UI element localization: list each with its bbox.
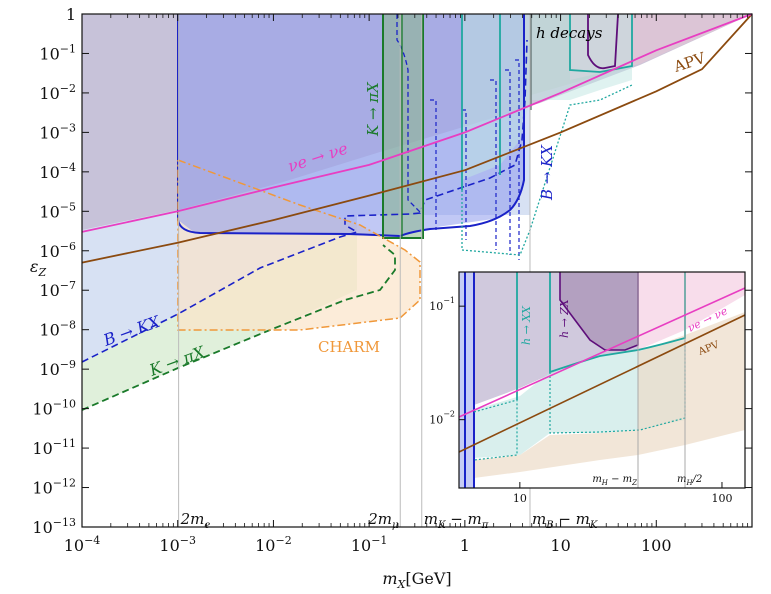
exclusion-regions — [81, 13, 752, 411]
y-tick-label: 10−9 — [39, 358, 76, 379]
y-tick-label: 10−12 — [32, 477, 76, 498]
y-tick-label: 10−10 — [32, 398, 76, 419]
region-h-xx-fill — [462, 14, 632, 180]
region-label: K → πX — [364, 81, 382, 137]
inset-y-tick-label: 10−2 — [429, 410, 455, 427]
y-axis-title: εZ — [30, 257, 47, 279]
b-kx-dashed-cluster — [430, 59, 520, 260]
x-axis-ticks: 10−4 10−3 10−2 10−1 1 10 100 — [64, 14, 749, 555]
x-tick-label: 10−2 — [255, 534, 292, 555]
region-b-kx-fill — [178, 14, 524, 236]
y-tick-label: 10−2 — [39, 82, 76, 103]
bound-line — [81, 13, 753, 233]
inset-left-fill — [459, 272, 474, 488]
inset-nue-line — [458, 287, 746, 418]
threshold-lines: 2me 2mμ mK − mπ mB − mK — [178, 14, 598, 531]
inset-h-xx-outline — [516, 272, 686, 400]
y-tick-label: 10−11 — [32, 437, 76, 458]
y-tick-label: 10−3 — [39, 121, 76, 142]
region-label: B → KX — [538, 144, 556, 201]
bound-lines — [81, 13, 753, 264]
h-xx-outline — [461, 14, 633, 190]
inset-pink-fill — [638, 272, 745, 350]
k-pix-dashed-outline — [81, 244, 396, 411]
h-zx-outline — [587, 13, 619, 70]
x-tick-label: 10 — [550, 536, 570, 555]
threshold-label: mK − mπ — [424, 510, 489, 531]
inset-threshold-label: mH/2 — [677, 474, 702, 487]
inset-apv-line — [458, 314, 746, 453]
y-tick-label: 10−6 — [39, 240, 76, 261]
x-tick-label: 10−3 — [159, 534, 196, 555]
threshold-label: mB − mK — [532, 510, 598, 531]
region-label: CHARM — [318, 338, 380, 356]
b-kx-solid-outline — [177, 14, 525, 238]
inset-h-zx-outline — [559, 272, 639, 351]
y-tick-label: 10−7 — [39, 279, 76, 300]
inset-ticks: 10 100 10−1 10−2 mH − mZ mH/2 — [429, 296, 732, 505]
y-tick-label: 10−5 — [39, 200, 76, 221]
threshold-label: 2mμ — [367, 510, 398, 531]
inset-blue-outline — [464, 272, 475, 488]
charm-outline — [177, 159, 421, 331]
x-axis-title: mX[GeV] — [382, 569, 451, 591]
y-tick-label: 10−13 — [32, 516, 76, 537]
inset-frame — [458, 271, 746, 489]
y-tick-label: 10−4 — [39, 161, 76, 182]
inset-tan-fill — [474, 312, 745, 478]
x-tick-label: 100 — [641, 536, 672, 555]
inset-threshold-label: mH − mZ — [592, 474, 637, 487]
inset-region-label: h → ZX — [558, 298, 571, 338]
inset-x-tick-label: 10 — [513, 492, 527, 505]
x-tick-label: 1 — [460, 536, 470, 555]
k-pix-solid-outline — [382, 14, 424, 239]
b-kx-dashed-inner — [396, 14, 421, 213]
x-tick-label: 10−4 — [64, 534, 101, 555]
inset-purple-fill — [560, 272, 638, 350]
inset-x-tick-label: 100 — [711, 492, 732, 505]
x-tick-label: 10−1 — [351, 534, 388, 555]
plot-frame — [81, 13, 753, 528]
inset-region-label: h → XX — [520, 305, 533, 345]
region-label: h decays — [536, 24, 603, 42]
region-k-pix-fill — [383, 14, 423, 238]
y-axis-ticks: 1 10−1 10−2 10−3 10−4 10−5 10−6 10−7 10−8 10−9 10−… — [32, 5, 752, 537]
y-tick-label: 1 — [66, 5, 76, 24]
y-tick-label: 10−8 — [39, 319, 76, 340]
y-tick-label: 10−1 — [39, 42, 76, 63]
threshold-label: 2me — [180, 510, 211, 531]
bound-line — [81, 13, 753, 264]
region-label: APV — [671, 49, 709, 77]
inset-y-tick-label: 10−1 — [429, 296, 455, 313]
